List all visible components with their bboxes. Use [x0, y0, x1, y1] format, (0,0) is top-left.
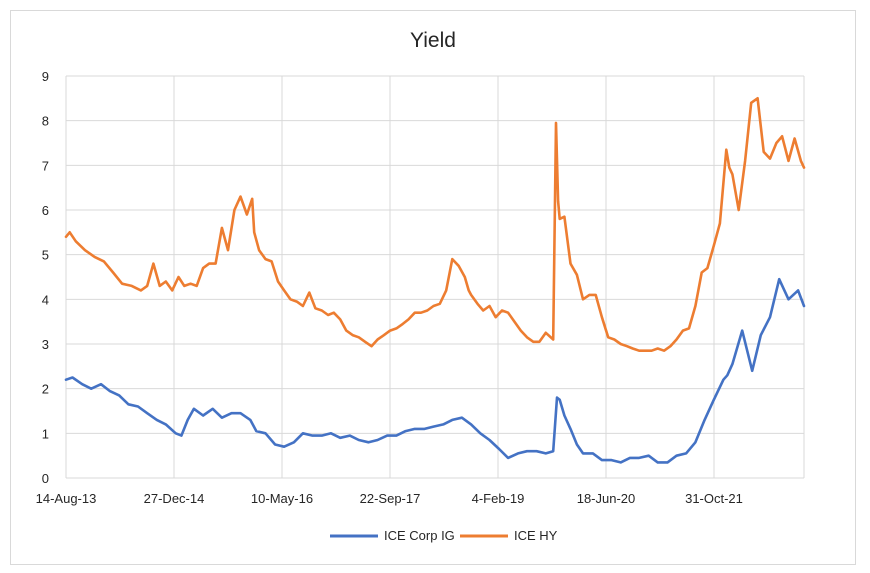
y-tick-label: 6 — [42, 203, 49, 218]
x-tick-label: 27-Dec-14 — [144, 491, 205, 506]
series-lines — [64, 97, 806, 464]
chart-frame — [10, 10, 856, 565]
x-tick-label: 18-Jun-20 — [577, 491, 636, 506]
y-tick-label: 3 — [42, 337, 49, 352]
legend-label-ice-corp-ig: ICE Corp IG — [384, 528, 455, 543]
x-tick-label: 22-Sep-17 — [360, 491, 421, 506]
y-tick-label: 9 — [42, 69, 49, 84]
series-line-ice-hy — [64, 97, 806, 353]
gridlines — [65, 75, 805, 479]
x-tick-label: 31-Oct-21 — [685, 491, 743, 506]
y-axis-ticks: 0 1 2 3 4 5 6 7 8 9 — [42, 69, 49, 486]
y-tick-label: 1 — [42, 426, 49, 441]
x-tick-label: 4-Feb-19 — [472, 491, 525, 506]
chart-title: Yield — [410, 29, 456, 52]
y-tick-label: 2 — [42, 382, 49, 397]
series-line-ice-corp-ig — [64, 277, 806, 464]
legend: ICE Corp IG ICE HY — [330, 528, 558, 543]
legend-label-ice-hy: ICE HY — [514, 528, 558, 543]
y-tick-label: 0 — [42, 471, 49, 486]
x-axis-ticks: 14-Aug-13 27-Dec-14 10-May-16 22-Sep-17 4-Fe… — [36, 491, 743, 506]
x-tick-label: 10-May-16 — [251, 491, 313, 506]
y-tick-label: 8 — [42, 114, 49, 129]
x-tick-label: 14-Aug-13 — [36, 491, 97, 506]
y-tick-label: 4 — [42, 292, 49, 307]
y-tick-label: 7 — [42, 158, 49, 173]
y-tick-label: 5 — [42, 248, 49, 263]
